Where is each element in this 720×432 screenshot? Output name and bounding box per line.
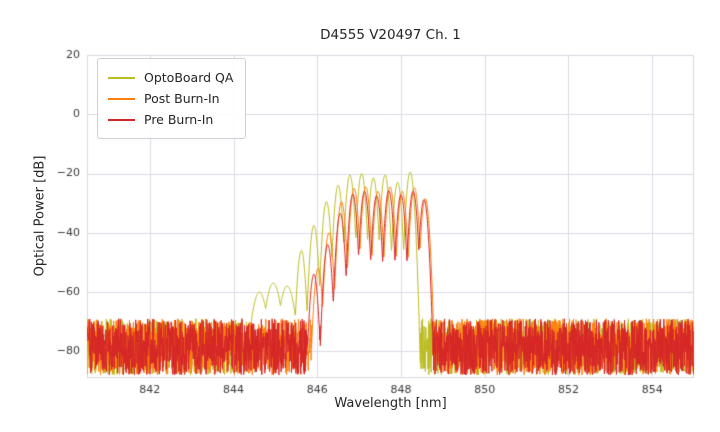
legend-item-post-burn-in: Post Burn-In bbox=[108, 88, 233, 109]
legend-label-post-burn-in: Post Burn-In bbox=[144, 91, 220, 106]
chart-title: D4555 V20497 Ch. 1 bbox=[320, 27, 461, 43]
legend: OptoBoard QA Post Burn-In Pre Burn-In bbox=[97, 58, 247, 139]
legend-item-pre-burn-in: Pre Burn-In bbox=[108, 109, 233, 130]
y-axis-label: Optical Power [dB] bbox=[32, 155, 48, 277]
x-axis-label: Wavelength [nm] bbox=[334, 396, 447, 411]
legend-item-optoboard-qa: OptoBoard QA bbox=[108, 67, 233, 88]
legend-swatch-optoboard-qa bbox=[108, 76, 135, 79]
legend-swatch-pre-burn-in bbox=[108, 118, 135, 121]
legend-label-optoboard-qa: OptoBoard QA bbox=[144, 70, 234, 85]
legend-swatch-post-burn-in bbox=[108, 97, 135, 100]
legend-label-pre-burn-in: Pre Burn-In bbox=[144, 112, 214, 127]
